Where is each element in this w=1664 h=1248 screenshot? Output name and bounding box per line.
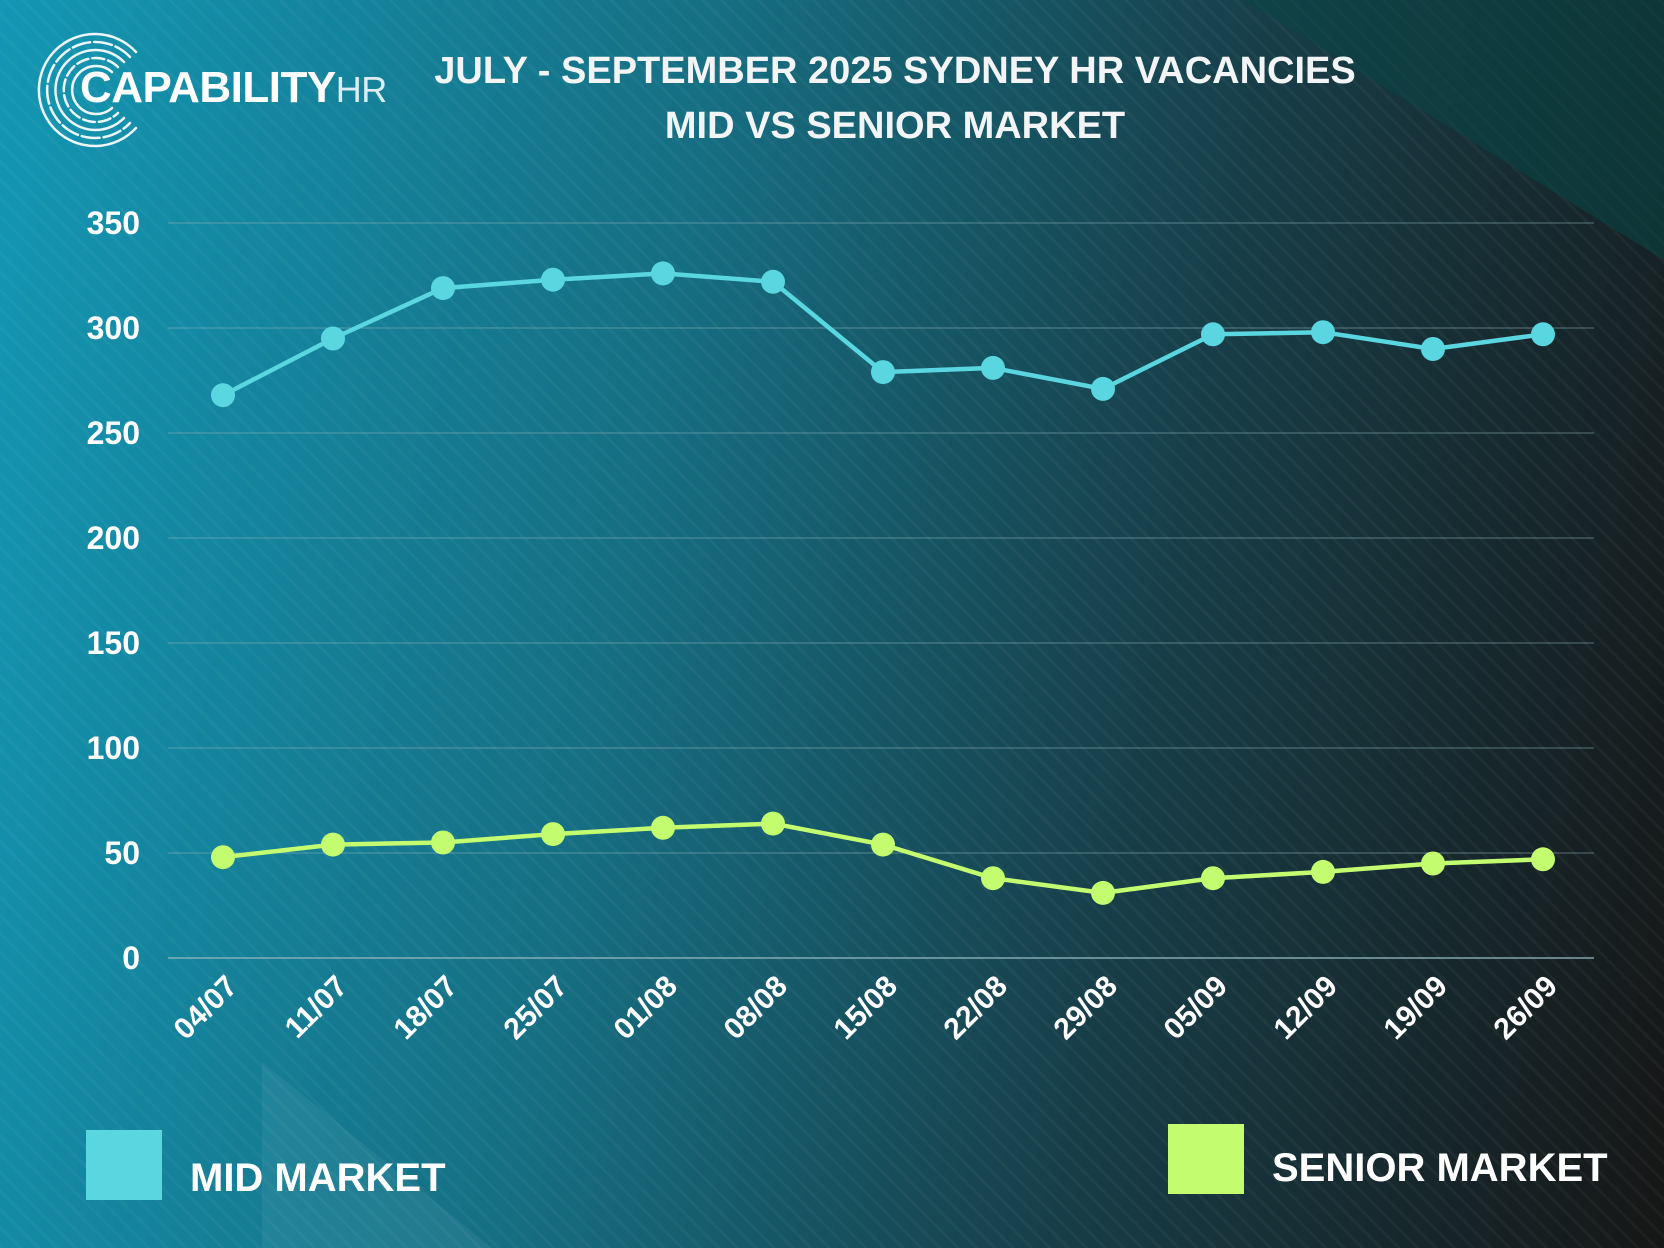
brand-logo: CAPABILITYHR [34,30,394,150]
x-tick-label-04-07: 04/07 [168,970,244,1046]
y-tick-label-50: 50 [104,835,140,871]
data-point-senior-26-09 [1531,847,1555,872]
x-tick-label-11-07: 11/07 [279,970,354,1045]
y-tick-label-0: 0 [122,940,140,976]
data-point-senior-05-09 [1201,866,1225,891]
data-point-mid-29-08 [1091,376,1115,401]
x-tick-label-08-08: 08/08 [718,970,794,1046]
logo-brand: CAPABILITY [80,63,336,112]
x-tick-label-05-09: 05/09 [1158,970,1234,1046]
data-point-mid-18-07 [431,276,455,301]
legend-item-senior-market: SENIOR MARKET [1168,1124,1648,1196]
x-tick-label-18-07: 18/07 [388,970,464,1046]
legend-label-mid: MID MARKET [190,1156,446,1200]
y-tick-label-350: 350 [87,205,140,241]
gridlines [168,222,1594,959]
data-point-mid-19-09 [1421,337,1445,361]
data-point-senior-11-07 [321,832,345,857]
data-point-mid-04-07 [211,383,235,408]
x-axis-ticks: 04/07 11/07 18/07 25/07 01/08 08/08 15/08 22/08… [168,970,1564,1046]
legend-item-mid-market: MID MARKET [86,1130,506,1202]
y-axis-ticks: 0 50 100 150 200 250 300 350 [87,205,140,976]
data-point-mid-08-08 [761,269,785,294]
x-tick-label-15-08: 15/08 [828,970,904,1046]
data-point-senior-04-07 [211,845,235,870]
chart-subtitle: MID VS SENIOR MARKET [664,105,1126,147]
data-point-mid-15-08 [871,360,895,385]
x-tick-label-29-08: 29/08 [1048,970,1124,1046]
data-point-senior-08-08 [761,811,785,836]
data-point-senior-12-09 [1311,859,1335,884]
y-tick-label-250: 250 [87,415,140,451]
data-point-senior-25-07 [541,822,565,847]
chart-title: JULY - SEPTEMBER 2025 SYDNEY HR VACANCIE… [434,50,1356,92]
y-tick-label-150: 150 [87,625,140,661]
data-point-senior-18-07 [431,830,455,855]
y-tick-label-300: 300 [87,310,140,346]
x-tick-label-12-09: 12/09 [1268,970,1344,1046]
logo-rings-icon [37,32,138,148]
data-point-mid-12-09 [1311,320,1335,345]
y-tick-label-100: 100 [87,730,140,766]
series [211,261,1555,905]
data-point-mid-22-08 [981,355,1005,380]
x-tick-label-22-08: 22/08 [938,970,1014,1046]
x-tick-label-19-09: 19/09 [1378,970,1454,1046]
data-point-mid-05-09 [1201,322,1225,347]
x-tick-label-26-09: 26/09 [1488,970,1564,1046]
data-point-mid-25-07 [541,267,565,292]
logo-suffix: HR [335,69,388,110]
logo-wordmark: CAPABILITYHR [80,66,387,110]
data-point-senior-19-09 [1421,851,1445,876]
data-point-mid-11-07 [321,326,345,351]
data-point-senior-29-08 [1091,880,1115,905]
data-point-mid-26-09 [1531,322,1555,347]
data-point-mid-01-08 [651,261,675,286]
legend-label-senior: SENIOR MARKET [1272,1146,1608,1190]
y-tick-label-200: 200 [87,520,140,556]
x-tick-label-25-07: 25/07 [498,970,574,1046]
legend-swatch-senior [1168,1124,1244,1194]
data-point-senior-01-08 [651,815,675,840]
legend-swatch-mid [86,1130,162,1200]
x-tick-label-01-08: 01/08 [608,970,684,1046]
data-point-senior-22-08 [981,866,1005,891]
data-point-senior-15-08 [871,832,895,857]
